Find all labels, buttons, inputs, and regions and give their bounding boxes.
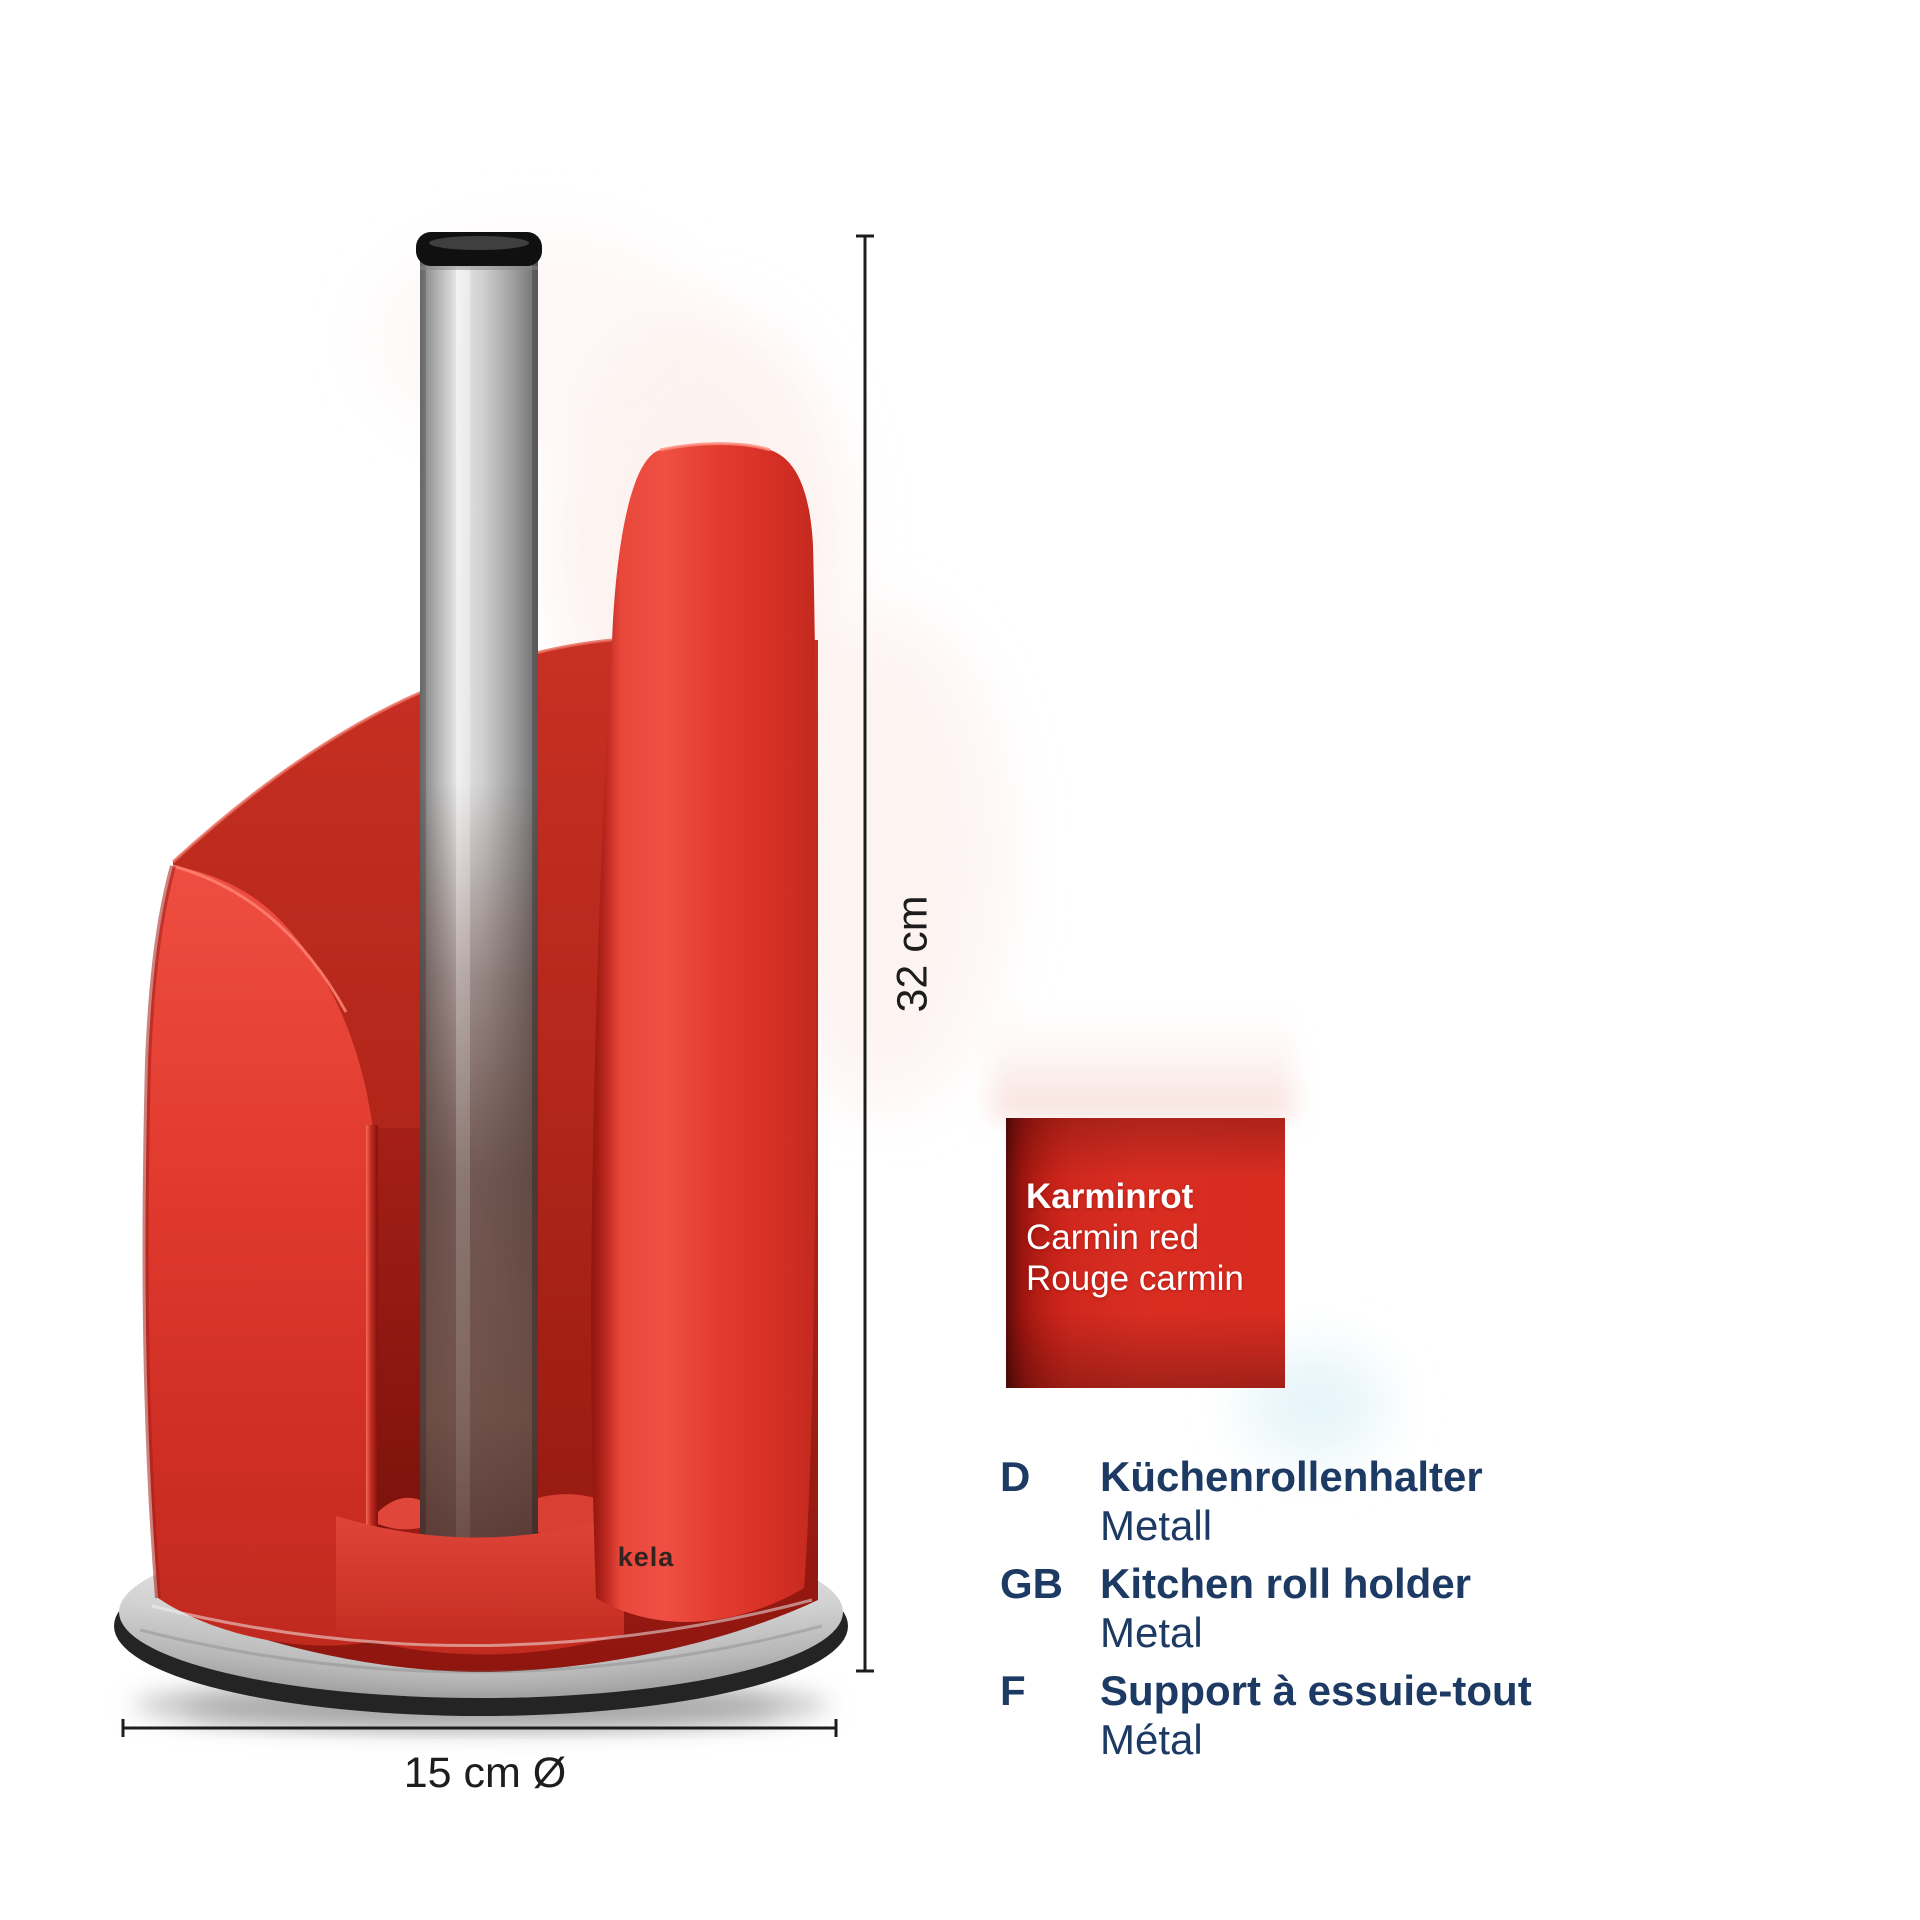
swatch-name-de: Karminrot xyxy=(1026,1177,1194,1216)
opening-shadow xyxy=(378,1128,420,1528)
legend-row-fr: F Support à essuie-tout Métal xyxy=(1000,1666,1640,1764)
diameter-dimension-label: 15 cm Ø xyxy=(403,1749,567,1797)
sheet-edge xyxy=(366,1125,378,1635)
body-left-wall xyxy=(145,866,376,1646)
base-brushing xyxy=(139,1598,823,1674)
material-gb: Metal xyxy=(1100,1609,1203,1656)
lang-code: F xyxy=(1000,1667,1026,1714)
swatch-reflection xyxy=(992,985,1294,1118)
swatch-name-en: Carmin red xyxy=(1026,1218,1200,1257)
dimension-lines xyxy=(121,234,874,1737)
product-name-fr: Support à essuie-tout xyxy=(1100,1667,1532,1714)
material-de: Metall xyxy=(1100,1502,1213,1549)
language-legend: D Küchenrollenhalter Metall GB Kitchen r… xyxy=(1000,1452,1640,1773)
color-swatch: Karminrot Carmin red Rouge carmin xyxy=(1006,1118,1285,1388)
lang-code: D xyxy=(1000,1453,1031,1500)
legend-row-gb: GB Kitchen roll holder Metal xyxy=(1000,1559,1640,1657)
product-name-gb: Kitchen roll holder xyxy=(1100,1560,1472,1607)
brand-logo: kela xyxy=(618,1542,675,1572)
lang-code: GB xyxy=(1000,1560,1063,1607)
swatch-name-fr: Rouge carmin xyxy=(1026,1259,1244,1298)
material-fr: Métal xyxy=(1100,1716,1203,1763)
height-dimension-label: 32 cm xyxy=(888,895,937,1013)
steel-rod xyxy=(416,232,542,1574)
product-name-de: Küchenrollenhalter xyxy=(1100,1453,1483,1500)
body-right-wing xyxy=(591,443,817,1622)
legend-row-de: D Küchenrollenhalter Metall xyxy=(1000,1452,1640,1550)
body-foot xyxy=(336,1514,624,1655)
